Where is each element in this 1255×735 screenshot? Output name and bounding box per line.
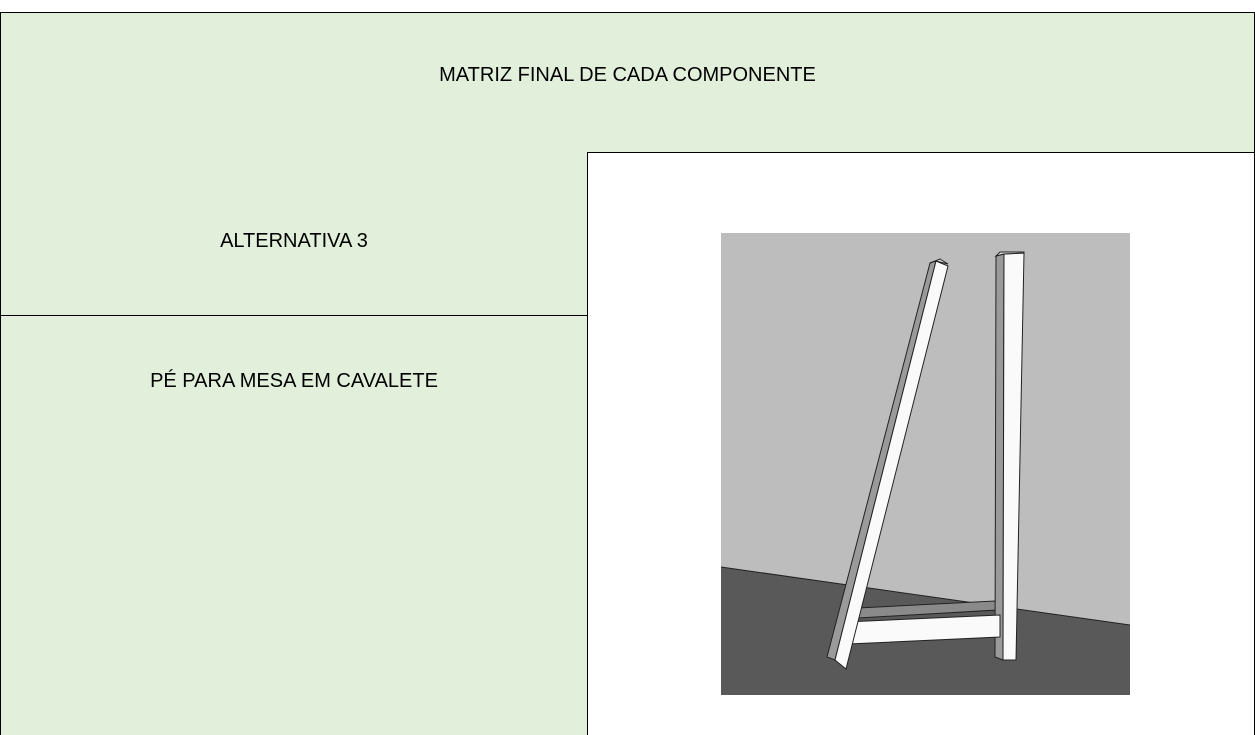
header-cell: MATRIZ FINAL DE CADA COMPONENTE (0, 12, 1255, 153)
trestle-render (721, 233, 1130, 695)
alternative-cell: ALTERNATIVA 3 (0, 152, 588, 316)
left-leg-top (929, 258, 949, 265)
header-title: MATRIZ FINAL DE CADA COMPONENTE (439, 64, 816, 86)
left-leg-front (834, 260, 949, 670)
right-leg-top (994, 251, 1025, 257)
alternative-label: ALTERNATIVA 3 (220, 230, 368, 252)
description-cell: PÉ PARA MESA EM CAVALETE (0, 315, 588, 735)
floor-edge (721, 566, 1130, 626)
description-label: PÉ PARA MESA EM CAVALETE (150, 370, 438, 392)
